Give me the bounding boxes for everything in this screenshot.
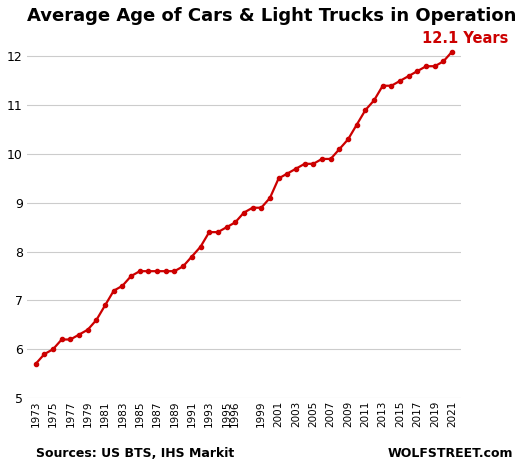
Text: WOLFSTREET.com: WOLFSTREET.com bbox=[387, 447, 513, 460]
Text: Average Age of Cars & Light Trucks in Operation: Average Age of Cars & Light Trucks in Op… bbox=[27, 7, 516, 25]
Text: 12.1 Years: 12.1 Years bbox=[422, 31, 508, 46]
Text: Sources: US BTS, IHS Markit: Sources: US BTS, IHS Markit bbox=[36, 447, 235, 460]
